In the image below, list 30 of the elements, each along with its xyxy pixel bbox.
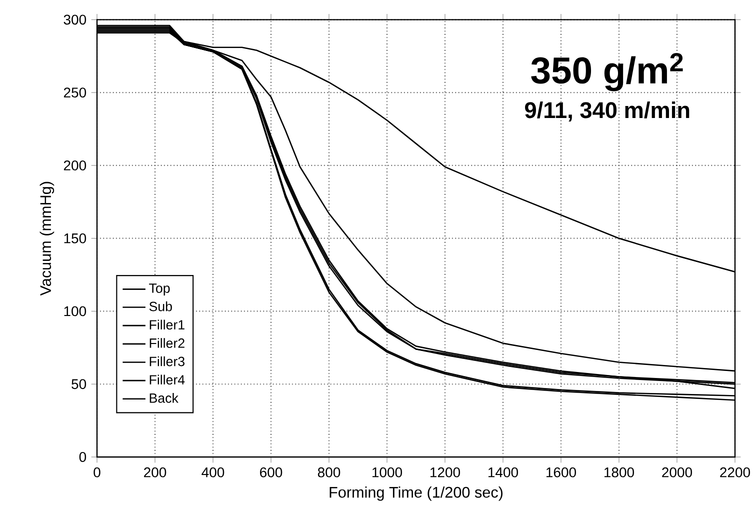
- y-tick-label: 250: [64, 88, 86, 98]
- y-tick-label: 300: [64, 14, 86, 25]
- x-tick-label: 600: [260, 467, 282, 478]
- x-axis-title: Forming Time (1/200 sec): [330, 486, 503, 501]
- x-tick-label: 0: [94, 467, 100, 478]
- x-tick-label: 2200: [720, 467, 750, 478]
- x-tick-label: 2000: [662, 467, 692, 478]
- x-tick-label: 200: [144, 467, 166, 478]
- x-tick-label: 1000: [372, 467, 402, 478]
- y-tick-label: 150: [64, 233, 86, 244]
- y-tick-label: 100: [64, 306, 86, 316]
- legend-label: Filler1: [150, 320, 184, 330]
- legend-label: Sub: [149, 301, 172, 312]
- x-tick-label: 1600: [546, 467, 576, 478]
- legend-label: Back: [150, 393, 178, 403]
- y-axis-title: Vacuum (mmHg): [40, 182, 54, 296]
- x-tick-label: 1400: [488, 467, 518, 478]
- x-tick-label: 800: [318, 467, 340, 478]
- y-tick-label: 0: [79, 452, 86, 462]
- legend-label: Filler2: [150, 338, 184, 348]
- legend-label: Filler4: [150, 374, 185, 385]
- legend-label: Filler3: [150, 356, 184, 366]
- y-tick-label: 50: [72, 379, 86, 390]
- y-tick-label: 200: [64, 160, 86, 170]
- x-tick-label: 1200: [430, 467, 460, 478]
- annotation: 350 g/m$^{2}$: [531, 53, 683, 92]
- annotation: 9/11, 340 m/min: [525, 102, 690, 122]
- x-tick-label: 1800: [604, 467, 634, 478]
- legend-label: Top: [149, 284, 170, 296]
- x-tick-label: 400: [202, 467, 224, 478]
